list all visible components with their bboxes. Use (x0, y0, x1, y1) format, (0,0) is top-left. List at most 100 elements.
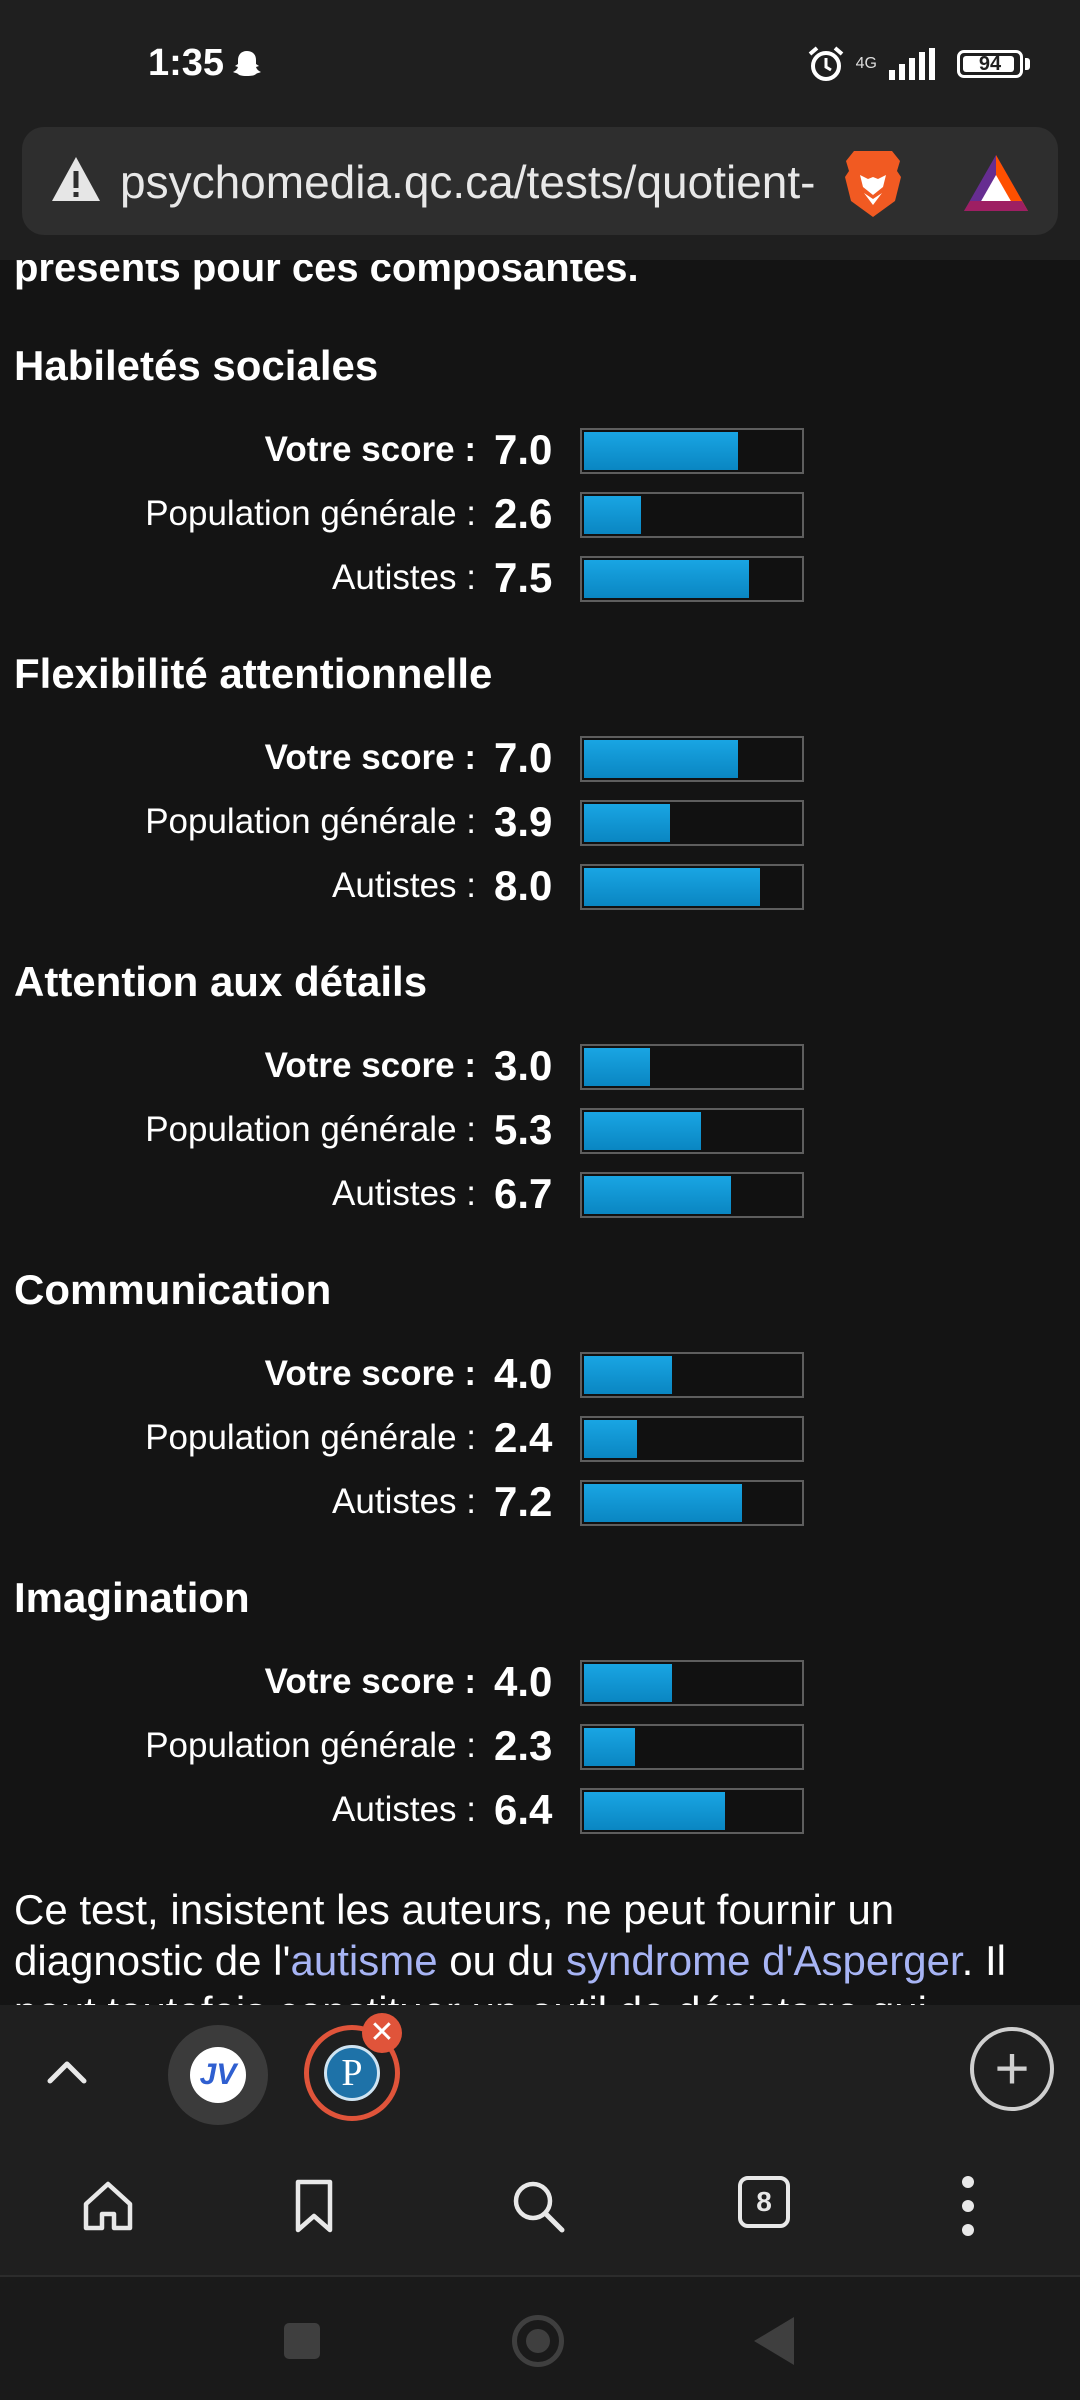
score-bar-yours (580, 736, 804, 782)
row-label-yours: Votre score : (264, 430, 476, 469)
search-icon[interactable] (508, 2176, 568, 2236)
score-bar-fill (584, 1728, 635, 1766)
tabs-count-button[interactable]: 8 (738, 2176, 790, 2228)
score-bar-autistic (580, 1788, 804, 1834)
battery-tip (1025, 58, 1030, 70)
row-label-population: Population générale : (145, 1726, 476, 1765)
score-bar-population (580, 1416, 804, 1462)
section-title: Habiletés sociales (14, 342, 379, 389)
row-label-autistic: Autistes : (332, 1482, 476, 1521)
score-bar-fill (584, 1420, 637, 1458)
home-button[interactable] (512, 2315, 564, 2367)
address-bar[interactable]: psychomedia.qc.ca/tests/quotient- (22, 127, 1058, 235)
back-button[interactable] (754, 2317, 794, 2365)
score-bar-fill (584, 1356, 672, 1394)
ghost-icon (233, 51, 261, 76)
score-value-yours: 7.0 (494, 426, 553, 473)
score-bar-population (580, 800, 804, 846)
score-bar-yours (580, 1660, 804, 1706)
score-bar-fill (584, 1048, 650, 1086)
score-value-population: 2.3 (494, 1722, 553, 1769)
row-label-population: Population générale : (145, 802, 476, 841)
alarm-icon (808, 46, 843, 81)
chevron-up-icon[interactable] (44, 2049, 90, 2095)
score-bar-fill (584, 1176, 731, 1214)
url-text[interactable]: psychomedia.qc.ca/tests/quotient- (120, 156, 816, 208)
score-bar-fill (584, 432, 738, 470)
bookmark-icon[interactable] (284, 2176, 344, 2236)
score-bar-population (580, 1108, 804, 1154)
brave-lion-icon[interactable] (840, 147, 906, 219)
footer-text-part: ou du (437, 1937, 567, 1984)
score-bar-fill (584, 496, 641, 534)
score-value-autistic: 8.0 (494, 862, 553, 909)
score-value-yours: 7.0 (494, 734, 553, 781)
score-value-population: 2.6 (494, 490, 553, 537)
score-bar-yours (580, 1044, 804, 1090)
footer-line-3: peut toutefois constituer un outil de dé… (14, 1988, 927, 2005)
score-bar-fill (584, 1484, 742, 1522)
score-bar-autistic (580, 1172, 804, 1218)
score-value-population: 5.3 (494, 1106, 553, 1153)
row-label-yours: Votre score : (264, 1662, 476, 1701)
score-bar-fill (584, 1664, 672, 1702)
bat-triangle-icon[interactable] (962, 153, 1030, 213)
score-bar-yours (580, 1352, 804, 1398)
network-type: 4G (855, 55, 877, 72)
row-label-population: Population générale : (145, 1418, 476, 1457)
status-bar: 1:35 4G 94 (0, 0, 1080, 125)
score-value-autistic: 7.5 (494, 554, 553, 601)
new-tab-button[interactable]: + (970, 2027, 1054, 2111)
footer-text-part: . Il (961, 1937, 1006, 1984)
tab-label: JV (199, 2058, 237, 2091)
battery-icon: 94 (957, 50, 1023, 78)
menu-icon[interactable] (958, 2176, 978, 2236)
bottom-toolbar: 8 (0, 2140, 1080, 2275)
score-value-yours: 4.0 (494, 1350, 553, 1397)
section-title: Imagination (14, 1574, 250, 1621)
close-tab-icon[interactable]: ✕ (362, 2013, 402, 2053)
score-bar-fill (584, 804, 670, 842)
signal-icon (889, 48, 935, 80)
warning-icon[interactable] (50, 155, 102, 203)
score-bar-population (580, 1724, 804, 1770)
score-bar-population (580, 492, 804, 538)
recents-button[interactable] (284, 2323, 320, 2359)
row-label-autistic: Autistes : (332, 558, 476, 597)
score-value-yours: 4.0 (494, 1658, 553, 1705)
intro-text: présents pour ces composantes. (14, 260, 639, 290)
section-title: Flexibilité attentionnelle (14, 650, 493, 697)
footer-line-2: diagnostic de l'autisme ou du syndrome d… (14, 1937, 1006, 1985)
home-icon[interactable] (78, 2176, 138, 2236)
row-label-population: Population générale : (145, 494, 476, 533)
jv-logo-icon: JV (190, 2047, 246, 2103)
system-navigation-bar (0, 2275, 1080, 2400)
score-value-population: 3.9 (494, 798, 553, 845)
tab-strip: JV P ✕ + (0, 2005, 1080, 2140)
status-time: 1:35 (148, 42, 225, 84)
tab-jeuxvideo[interactable]: JV (168, 2025, 268, 2125)
score-value-population: 2.4 (494, 1414, 553, 1461)
score-bar-yours (580, 428, 804, 474)
score-bar-fill (584, 868, 760, 906)
row-label-autistic: Autistes : (332, 866, 476, 905)
row-label-yours: Votre score : (264, 1046, 476, 1085)
score-value-autistic: 6.4 (494, 1786, 553, 1833)
battery-level: 94 (978, 52, 1002, 75)
row-label-population: Population générale : (145, 1110, 476, 1149)
score-bar-fill (584, 560, 749, 598)
footer-line-1: Ce test, insistent les auteurs, ne peut … (14, 1886, 895, 1933)
score-bar-fill (584, 1112, 701, 1150)
score-bar-fill (584, 740, 738, 778)
row-label-yours: Votre score : (264, 738, 476, 777)
status-indicators: 4G 94 (806, 44, 1030, 84)
section-title: Attention aux détails (14, 958, 428, 1005)
asperger-link[interactable]: syndrome d'Asperger (566, 1937, 962, 1984)
section-title: Communication (14, 1266, 332, 1313)
tab-psychomedia[interactable]: P (304, 2025, 400, 2121)
address-bar-area: psychomedia.qc.ca/tests/quotient- (0, 125, 1080, 260)
row-label-autistic: Autistes : (332, 1174, 476, 1213)
score-bar-fill (584, 1792, 725, 1830)
autism-link[interactable]: autisme (290, 1937, 438, 1984)
score-value-yours: 3.0 (494, 1042, 553, 1089)
